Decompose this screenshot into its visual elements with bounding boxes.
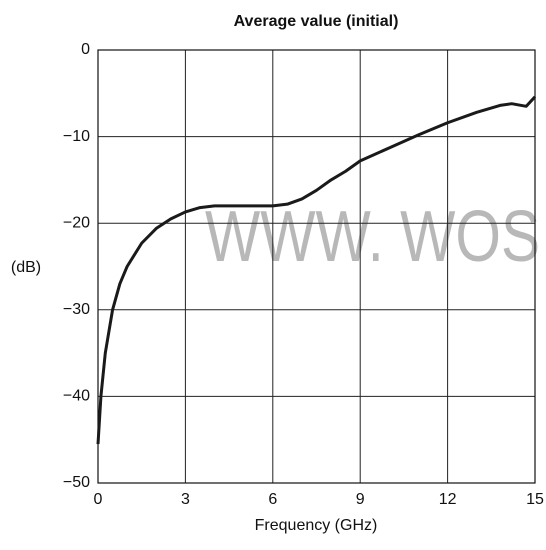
y-axis-label: (dB) [11,259,41,276]
x-tick-label: 15 [526,491,544,508]
x-axis-label: Frequency (GHz) [255,517,378,534]
plot-frame [97,49,536,484]
x-tick-label: 3 [181,491,190,508]
y-tick-label: −30 [63,301,90,318]
watermark: WWW. WOS [205,197,540,277]
data-line [96,95,537,445]
chart-title: Average value (initial) [234,13,399,30]
y-tick-label: −10 [63,128,90,145]
x-tick-label: 9 [356,491,365,508]
x-tick-label: 12 [439,491,457,508]
x-tick-label: 6 [268,491,277,508]
y-tick-label: −20 [63,214,90,231]
y-tick-label: 0 [81,41,90,58]
y-tick-label: −50 [63,474,90,491]
x-tick-label: 0 [94,491,103,508]
y-tick-label: −40 [63,388,90,405]
